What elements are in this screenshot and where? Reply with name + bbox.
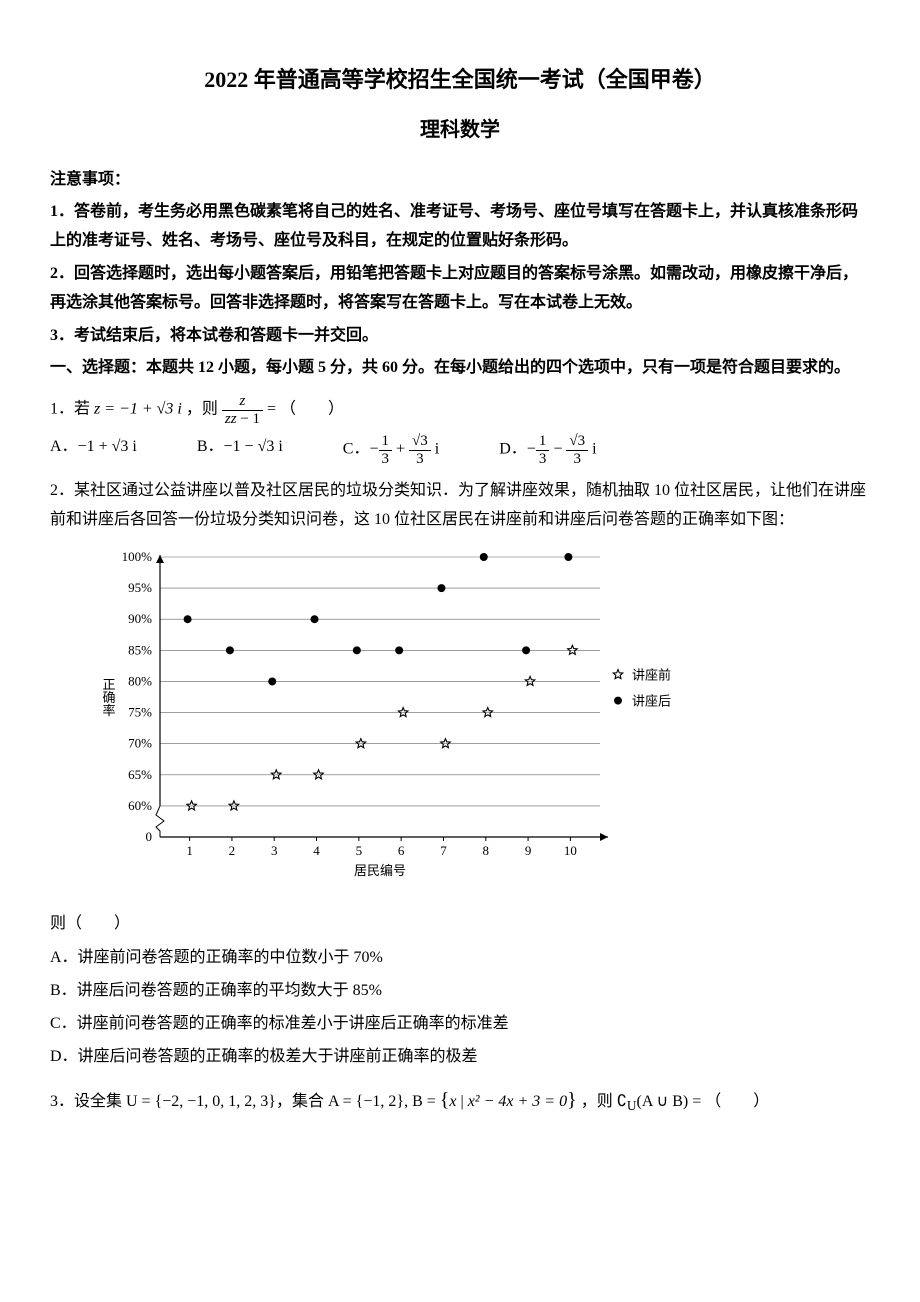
svg-text:3: 3 (271, 843, 278, 858)
q1-c-prefix: C．− (343, 441, 379, 458)
svg-text:讲座前: 讲座前 (632, 667, 671, 682)
svg-text:65%: 65% (128, 767, 152, 782)
q1-mid: ，则 (186, 401, 218, 418)
q1-d-f1n: 1 (536, 433, 550, 451)
svg-text:0: 0 (146, 829, 153, 844)
notice-label: 注意事项： (50, 166, 870, 195)
q1-d-f2d: 3 (566, 451, 588, 468)
svg-text:100%: 100% (122, 549, 153, 564)
q1-option-c: C．−13 + √33 i (343, 433, 439, 467)
svg-text:9: 9 (525, 843, 532, 858)
q3-set-open: { (440, 1089, 450, 1111)
q1-option-b: B．−1 − √3 i (197, 433, 283, 467)
svg-text:7: 7 (440, 843, 447, 858)
svg-text:10: 10 (564, 843, 577, 858)
exam-subtitle: 理科数学 (50, 112, 870, 148)
exam-title: 2022 年普通高等学校招生全国统一考试（全国甲卷） (50, 60, 870, 100)
q3-set-bar: | (456, 1093, 467, 1110)
instruction-2: 2．回答选择题时，选出每小题答案后，用铅笔把答题卡上对应题目的答案标号涂黑。如需… (50, 260, 870, 318)
svg-text:讲座后: 讲座后 (632, 693, 671, 708)
svg-text:5: 5 (356, 843, 363, 858)
q1-option-a: A．−1 + √3 i (50, 433, 137, 467)
svg-text:95%: 95% (128, 580, 152, 595)
q2-options: A．讲座前问卷答题的正确率的中位数小于 70% B．讲座后问卷答题的正确率的平均… (50, 944, 870, 1071)
q1-c-plus: + (392, 441, 409, 458)
q2-option-b: B．讲座后问卷答题的正确率的平均数大于 85% (50, 977, 870, 1006)
q1-d-f1d: 3 (536, 451, 550, 468)
svg-text:正确率: 正确率 (101, 677, 116, 716)
svg-text:90%: 90% (128, 611, 152, 626)
q1-d-f2n: √3 (566, 433, 588, 451)
svg-text:6: 6 (398, 843, 405, 858)
svg-text:8: 8 (483, 843, 490, 858)
chart-svg: 60% 65% 70% 75% 80% 85% 90% 95% 100% 0 1 2 3 4 5 6 7 8 9 10… (90, 547, 710, 887)
instruction-3: 3．考试结束后，将本试卷和答题卡一并交回。 (50, 322, 870, 351)
q2-option-d: D．讲座后问卷答题的正确率的极差大于讲座前正确率的极差 (50, 1043, 870, 1072)
q1-d-prefix: D．− (499, 441, 536, 458)
q1-c-f1n: 1 (379, 433, 393, 451)
svg-text:4: 4 (313, 843, 320, 858)
question-3: 3．设全集 U = {−2, −1, 0, 1, 2, 3}，集合 A = {−… (50, 1082, 870, 1118)
q1-fraction: z zz − 1 (222, 393, 263, 427)
q1-frac-den-right: − 1 (237, 411, 260, 427)
q2-option-a: A．讲座前问卷答题的正确率的中位数小于 70% (50, 944, 870, 973)
svg-text:85%: 85% (128, 642, 152, 657)
q3-prefix: 3．设全集 U = {−2, −1, 0, 1, 2, 3}，集合 A = {−… (50, 1093, 440, 1110)
q1-option-d: D．−13 − √33 i (499, 433, 596, 467)
svg-text:1: 1 (186, 843, 193, 858)
section-one-heading: 一、选择题：本题共 12 小题，每小题 5 分，共 60 分。在每小题给出的四个… (50, 354, 870, 383)
q1-z-expr: z = −1 + √3 i (94, 401, 182, 418)
q2-option-c: C．讲座前问卷答题的正确率的标准差小于讲座后正确率的标准差 (50, 1010, 870, 1039)
svg-text:居民编号: 居民编号 (354, 863, 406, 878)
q3-paren: (A ∪ B) = （ ） (637, 1093, 770, 1110)
svg-text:75%: 75% (128, 704, 152, 719)
q3-set-close: } (567, 1089, 577, 1111)
q2-then: 则（ ） (50, 910, 870, 939)
q1-c-f1d: 3 (379, 451, 393, 468)
q1-prefix: 1．若 (50, 401, 94, 418)
q1-options: A．−1 + √3 i B．−1 − √3 i C．−13 + √33 i D．… (50, 433, 870, 467)
q3-set-cond: x² − 4x + 3 = 0 (468, 1093, 567, 1110)
q1-frac-num: z (240, 393, 246, 409)
svg-text:2: 2 (229, 843, 236, 858)
scatter-chart: 60% 65% 70% 75% 80% 85% 90% 95% 100% 0 1 2 3 4 5 6 7 8 9 10… (90, 547, 870, 898)
question-2: 2．某社区通过公益讲座以普及社区居民的垃圾分类知识．为了解讲座效果，随机抽取 1… (50, 477, 870, 535)
q3-mid: ，则 ∁ (581, 1093, 627, 1110)
q1-suffix: = （ ） (267, 401, 344, 418)
svg-text:60%: 60% (128, 798, 152, 813)
q1-c-suffix: i (431, 441, 439, 458)
q1-d-minus: − (549, 441, 566, 458)
q1-c-f2d: 3 (409, 451, 431, 468)
instruction-1: 1．答卷前，考生务必用黑色碳素笔将自己的姓名、准考证号、考场号、座位号填写在答题… (50, 198, 870, 256)
svg-text:70%: 70% (128, 735, 152, 750)
svg-text:80%: 80% (128, 673, 152, 688)
q1-d-suffix: i (588, 441, 596, 458)
q1-c-f2n: √3 (409, 433, 431, 451)
q3-sub: U (627, 1098, 637, 1113)
question-1: 1．若 z = −1 + √3 i ，则 z zz − 1 = （ ） (50, 393, 870, 427)
